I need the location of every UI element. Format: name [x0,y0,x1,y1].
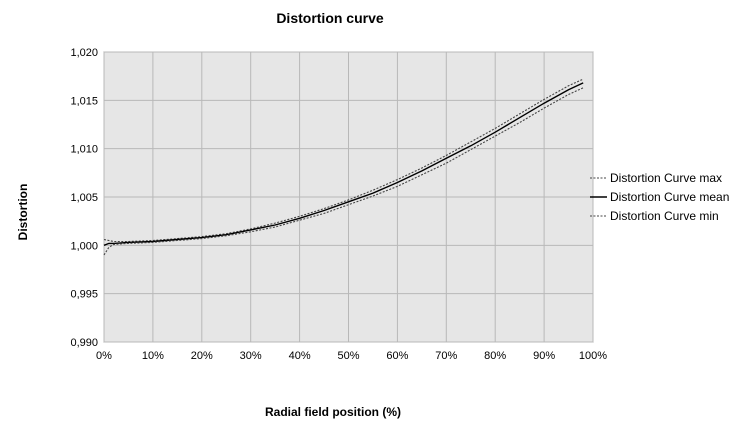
x-tick-label: 100% [579,350,607,362]
y-tick-label: 1,000 [70,240,98,252]
legend-label: Distortion Curve max [610,171,722,185]
x-tick-label: 80% [484,350,506,362]
tick-labels: 0% 10% 20% 30% 40% 50% 60% 70% 80% 90% 100% 0,990 0,… [70,47,607,362]
legend-label: Distortion Curve mean [610,190,729,204]
x-tick-label: 60% [386,350,408,362]
x-tick-label: 90% [533,350,555,362]
series-lines [103,78,584,256]
x-tick-label: 30% [240,350,262,362]
legend-label: Distortion Curve min [610,209,719,223]
chart-title: Distortion curve [276,10,384,26]
gridlines [103,51,594,343]
x-tick-label: 20% [191,350,213,362]
series-line [103,82,584,246]
y-tick-label: 1,015 [70,95,98,107]
x-tick-label: 10% [142,350,164,362]
y-tick-label: 1,020 [70,47,98,59]
x-axis-title: Radial field position (%) [265,405,401,419]
x-tick-label: 50% [337,350,359,362]
x-tick-label: 70% [435,350,457,362]
y-tick-label: 0,995 [70,289,98,301]
y-axis-title: Distortion [16,184,30,241]
y-tick-label: 1,005 [70,192,98,204]
y-tick-label: 1,010 [70,144,98,156]
x-tick-label: 0% [96,350,112,362]
y-tick-label: 0,990 [70,337,98,349]
series-line [103,87,584,256]
x-tick-label: 40% [289,350,311,362]
legend: Distortion Curve max Distortion Curve mea… [590,171,729,223]
